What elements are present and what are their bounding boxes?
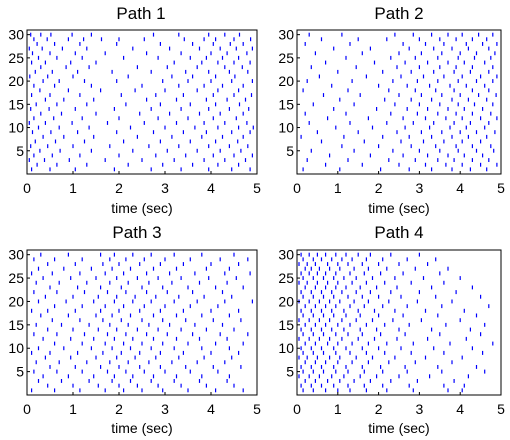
x-tick-label: 1 <box>334 180 342 196</box>
y-tick-label: 10 <box>278 120 294 136</box>
x-axis-ticks: 0 1 2 3 4 5 <box>23 171 261 196</box>
x-tick-label: 5 <box>497 401 505 417</box>
x-axis-ticks: 0 1 2 3 4 5 <box>293 392 505 417</box>
x-tick-label: 1 <box>69 180 77 196</box>
x-tick-label: 2 <box>375 401 383 417</box>
x-tick-label: 0 <box>293 401 301 417</box>
y-tick-label: 20 <box>278 73 294 89</box>
y-tick-label: 30 <box>8 27 24 43</box>
y-tick-label: 25 <box>8 270 24 286</box>
x-tick-label: 1 <box>69 401 77 417</box>
spike-raster <box>28 32 254 172</box>
y-tick-label: 15 <box>278 96 294 112</box>
y-tick-label: 25 <box>8 50 24 66</box>
x-tick-label: 4 <box>207 401 215 417</box>
plot-area <box>296 249 502 396</box>
x-tick-label: 2 <box>115 180 123 196</box>
y-tick-label: 15 <box>8 96 24 112</box>
panel-title: Path 2 <box>374 4 423 23</box>
y-tick-label: 15 <box>8 317 24 333</box>
y-axis-ticks: 5 10 15 20 25 30 <box>8 247 30 380</box>
x-tick-label: 3 <box>416 401 424 417</box>
x-tick-label: 2 <box>375 180 383 196</box>
plot-area <box>26 29 258 175</box>
x-tick-label: 1 <box>334 401 342 417</box>
y-tick-label: 25 <box>278 270 294 286</box>
panel-title: Path 4 <box>374 223 423 242</box>
spike-raster <box>31 252 253 393</box>
x-axis-label: time (sec) <box>368 420 429 436</box>
y-tick-label: 5 <box>16 364 24 380</box>
x-axis-ticks: 0 1 2 3 4 5 <box>23 392 261 417</box>
y-tick-label: 20 <box>278 293 294 309</box>
y-tick-label: 10 <box>8 340 24 356</box>
y-tick-label: 5 <box>286 364 294 380</box>
panel-path-1: Path 1 0 1 2 3 4 5 5 10 15 20 25 30 time (sec) <box>8 4 261 216</box>
panel-path-3: Path 3 0 1 2 3 4 5 5 10 15 20 25 30 time (sec) <box>8 223 261 436</box>
x-tick-label: 3 <box>161 180 169 196</box>
y-tick-label: 5 <box>286 143 294 159</box>
y-tick-label: 10 <box>8 120 24 136</box>
spike-raster <box>300 32 498 172</box>
x-tick-label: 4 <box>456 401 464 417</box>
x-tick-label: 0 <box>293 180 301 196</box>
x-tick-label: 2 <box>115 401 123 417</box>
x-axis-ticks: 0 1 2 3 4 5 <box>293 171 505 196</box>
y-tick-label: 25 <box>278 50 294 66</box>
y-tick-label: 20 <box>8 73 24 89</box>
x-axis-label: time (sec) <box>111 420 172 436</box>
y-tick-label: 30 <box>278 27 294 43</box>
y-tick-label: 15 <box>278 317 294 333</box>
y-axis-ticks: 5 10 15 20 25 30 <box>278 247 300 380</box>
y-axis-ticks: 5 10 15 20 25 30 <box>8 27 30 159</box>
x-axis-label: time (sec) <box>111 200 172 216</box>
y-axis-ticks: 5 10 15 20 25 30 <box>278 27 300 159</box>
y-tick-label: 30 <box>278 247 294 263</box>
panel-title: Path 3 <box>112 223 161 242</box>
panel-path-4: Path 4 0 1 2 3 4 5 5 10 15 20 25 30 time (sec) <box>278 223 505 436</box>
x-axis-label: time (sec) <box>368 200 429 216</box>
spike-raster <box>298 252 494 393</box>
x-tick-label: 5 <box>253 401 261 417</box>
panel-title: Path 1 <box>116 4 165 23</box>
plot-area <box>26 249 258 396</box>
y-tick-label: 10 <box>278 340 294 356</box>
x-tick-label: 5 <box>253 180 261 196</box>
y-tick-label: 5 <box>16 143 24 159</box>
x-tick-label: 5 <box>497 180 505 196</box>
x-tick-label: 0 <box>23 401 31 417</box>
y-tick-label: 20 <box>8 293 24 309</box>
x-tick-label: 3 <box>161 401 169 417</box>
x-tick-label: 4 <box>456 180 464 196</box>
y-tick-label: 30 <box>8 247 24 263</box>
x-tick-label: 0 <box>23 180 31 196</box>
x-tick-label: 3 <box>416 180 424 196</box>
x-tick-label: 4 <box>207 180 215 196</box>
panel-path-2: Path 2 0 1 2 3 4 5 5 10 15 20 25 30 time (sec) <box>278 4 505 216</box>
